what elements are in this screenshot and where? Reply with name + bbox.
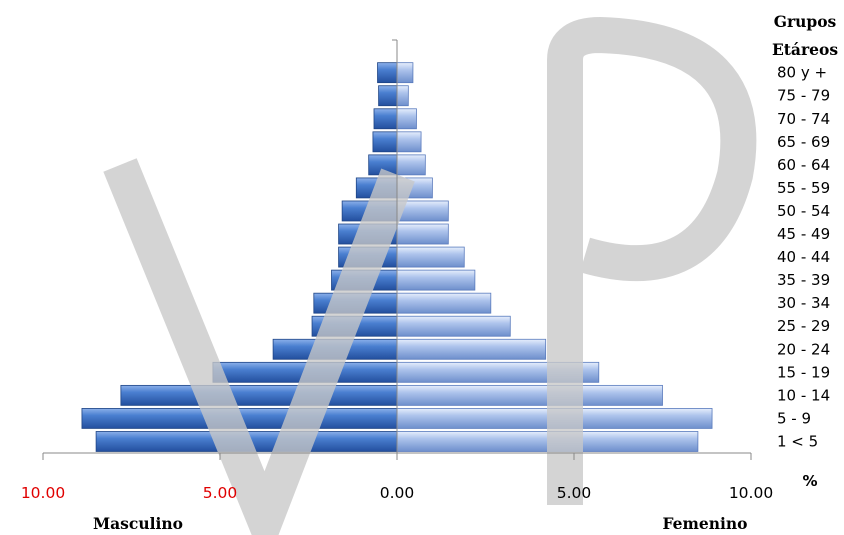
bar-femenino-6 [396, 292, 492, 314]
bar-femenino-8 [396, 246, 465, 268]
watermark [103, 16, 757, 535]
age-group-label: 1 < 5 [777, 432, 818, 450]
age-group-label: 40 - 44 [777, 248, 830, 266]
bar-femenino-4 [396, 338, 547, 360]
age-group-label: 20 - 24 [777, 340, 830, 358]
legend-title-line2: Etáreos [772, 40, 838, 59]
x-tick-label: 5.00 [203, 484, 238, 502]
bar-femenino-9 [396, 223, 449, 245]
age-group-label: 10 - 14 [777, 386, 830, 404]
age-group-label: 80 y + [777, 64, 827, 82]
bar-femenino-12 [396, 154, 426, 176]
bar-masculino-14 [373, 108, 398, 130]
bar-masculino-2 [120, 384, 398, 406]
bar-masculino-16 [377, 62, 398, 84]
bar-femenino-7 [396, 269, 476, 291]
bar-femenino-15 [396, 85, 409, 107]
bar-femenino-5 [396, 315, 511, 337]
bar-masculino-13 [372, 131, 398, 153]
left-side-label: Masculino [93, 514, 183, 533]
bar-femenino-13 [396, 131, 422, 153]
age-group-label: 70 - 74 [777, 110, 830, 128]
bar-femenino-2 [396, 384, 663, 406]
bar-femenino-16 [396, 62, 414, 84]
bar-femenino-14 [396, 108, 417, 130]
age-group-label: 45 - 49 [777, 225, 830, 243]
x-tick-label: 10.00 [729, 484, 773, 502]
age-group-label: 65 - 69 [777, 133, 830, 151]
age-group-label: 25 - 29 [777, 317, 830, 335]
unit-label: % [802, 472, 817, 490]
x-tick-label: 10.00 [21, 484, 65, 502]
watermark-letter-p [547, 16, 757, 505]
right-side-label: Femenino [662, 514, 747, 533]
age-group-label: 30 - 34 [777, 294, 830, 312]
axes-layer: 1 < 5 5 - 9 10 - 14 15 - 19 20 - 24 25 - 29 30… [21, 39, 830, 502]
age-group-label: 50 - 54 [777, 202, 830, 220]
x-tick-label: 0.00 [380, 484, 415, 502]
age-group-label: 55 - 59 [777, 179, 830, 197]
age-group-label: 35 - 39 [777, 271, 830, 289]
age-group-label: 5 - 9 [777, 409, 811, 427]
x-tick-label: 5.00 [557, 484, 592, 502]
bar-masculino-15 [378, 85, 398, 107]
watermark-letter-v [103, 158, 415, 535]
age-group-label: 75 - 79 [777, 87, 830, 105]
age-group-label: 15 - 19 [777, 363, 830, 381]
age-group-label: 60 - 64 [777, 156, 830, 174]
legend-title-line1: Grupos [774, 12, 837, 31]
